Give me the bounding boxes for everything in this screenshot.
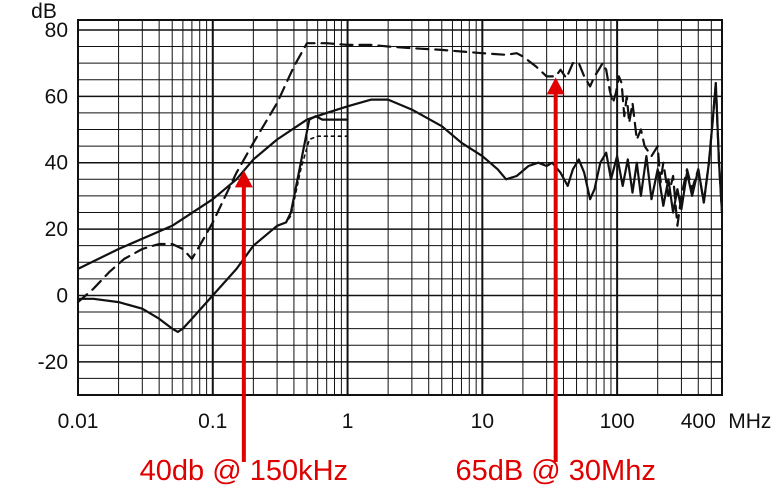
annotation-label-2: 65dB @ 30Mhz (456, 455, 656, 487)
annotation-arrow-head (234, 170, 253, 188)
x-axis-unit: MHz (728, 410, 771, 433)
x-tick-label: 0.01 (58, 410, 99, 433)
y-tick-label: 20 (45, 218, 68, 241)
annotation-arrow-head (546, 77, 565, 95)
y-tick-label: -20 (38, 351, 68, 374)
y-tick-label: 80 (45, 19, 68, 42)
series-line-3-solid (76, 115, 349, 333)
series-line-1-dashed (76, 42, 724, 304)
x-tick-label: 1 (342, 410, 354, 433)
x-tick-label: 100 (600, 410, 635, 433)
x-tick-label: 400 (681, 410, 716, 433)
y-tick-label: 0 (56, 284, 68, 307)
curves (76, 42, 724, 333)
y-tick-label: 40 (45, 152, 68, 175)
y-axis-unit: dB (31, 0, 57, 23)
series-line-4-dotted (276, 135, 349, 227)
grid (77, 20, 723, 395)
y-tick-label: 60 (45, 85, 68, 108)
annotation-label-1: 40db @ 150kHz (140, 455, 348, 487)
annotations: 40db @ 150kHz 65dB @ 30Mhz (140, 77, 656, 487)
plot-frame (77, 19, 723, 396)
series-line-2-solid (76, 82, 724, 270)
axes: 80 60 40 20 0 -20 dB 0.01 0.1 1 10 100 400 MHz (31, 0, 771, 433)
x-tick-label: 10 (471, 410, 494, 433)
x-tick-label: 0.1 (198, 410, 227, 433)
